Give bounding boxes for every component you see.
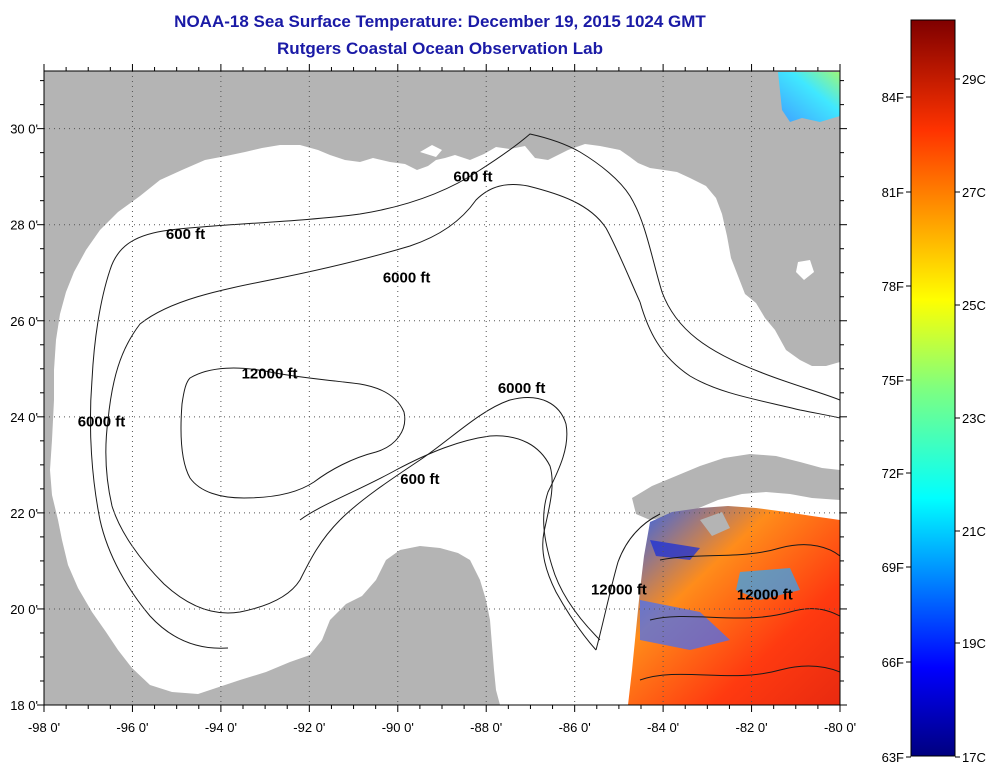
- sst-cool-streak: [650, 540, 700, 560]
- contour-label: 12000 ft: [242, 365, 298, 382]
- lon-tick-label: -94 0': [205, 720, 237, 735]
- contour-label: 12000 ft: [737, 586, 793, 603]
- colorbar-label-c: 25C: [962, 298, 986, 313]
- contour-label: 6000 ft: [498, 380, 546, 397]
- lat-tick-label: 24 0': [10, 410, 38, 425]
- colorbar-label-c: 21C: [962, 524, 986, 539]
- contour-12000ft-channel: [595, 513, 661, 651]
- lon-tick-label: -84 0': [647, 720, 679, 735]
- colorbar-celsius-labels: 17C 19C 21C 23C 25C 27C 29C: [955, 72, 986, 765]
- lat-tick-label: 22 0': [10, 506, 38, 521]
- lon-tick-label: -80 0': [824, 720, 856, 735]
- contour-600ft: [109, 133, 840, 401]
- contour-label: 6000 ft: [383, 269, 431, 286]
- colorbar-label-c: 19C: [962, 636, 986, 651]
- colorbar-label-f: 66F: [882, 655, 904, 670]
- colorbar-label-c: 17C: [962, 750, 986, 765]
- contour-600ft-west: [89, 269, 229, 649]
- contour-labels: 600 ft 600 ft 6000 ft 12000 ft 6000 ft 6000 f…: [78, 168, 793, 603]
- lon-tick-label: -82 0': [735, 720, 767, 735]
- contour-label: 600 ft: [400, 471, 439, 488]
- colorbar-label-c: 29C: [962, 72, 986, 87]
- colorbar-label-f: 75F: [882, 373, 904, 388]
- contour-caribbean-b: [649, 608, 840, 621]
- colorbar-label-f: 84F: [882, 90, 904, 105]
- colorbar-fahrenheit-labels: 63F 66F 69F 72F 75F 78F 81F 84F: [882, 90, 911, 765]
- lat-tick-label: 20 0': [10, 602, 38, 617]
- bayou-water: [420, 145, 442, 157]
- map-subtitle: Rutgers Coastal Ocean Observation Lab: [277, 39, 603, 58]
- colorbar: [910, 19, 956, 757]
- sst-patch-northeast: [778, 72, 840, 122]
- colorbar-label-c: 27C: [962, 185, 986, 200]
- contour-caribbean-c: [639, 665, 840, 681]
- bathymetry-contours: [89, 133, 840, 681]
- contour-6000ft-west: [105, 419, 341, 614]
- contour-12000ft: [180, 367, 406, 499]
- land-mexico: [44, 540, 500, 705]
- contour-label: 12000 ft: [591, 582, 647, 599]
- contour-6000ft: [107, 184, 641, 421]
- lat-tick-label: 26 0': [10, 314, 38, 329]
- colorbar-label-f: 63F: [882, 750, 904, 765]
- colorbar-label-c: 23C: [962, 411, 986, 426]
- map-title: NOAA-18 Sea Surface Temperature: Decembe…: [174, 12, 706, 31]
- lon-tick-label: -96 0': [116, 720, 148, 735]
- land-north-america: [44, 71, 840, 540]
- contour-600ft-yucatan: [299, 435, 597, 651]
- axis-ticks: [37, 64, 847, 712]
- contour-label: 600 ft: [166, 226, 205, 243]
- lat-tick-label: 18 0': [10, 698, 38, 713]
- lon-tick-label: -90 0': [382, 720, 414, 735]
- colorbar-label-f: 81F: [882, 185, 904, 200]
- lon-tick-label: -98 0': [28, 720, 60, 735]
- lat-tick-label: 28 0': [10, 218, 38, 233]
- lon-tick-label: -88 0': [470, 720, 502, 735]
- lat-tick-label: 30 0': [10, 122, 38, 137]
- contour-label: 6000 ft: [78, 413, 126, 430]
- contour-600ft-florida: [639, 301, 840, 419]
- colorbar-label-f: 69F: [882, 560, 904, 575]
- contour-caribbean-a: [659, 544, 840, 561]
- map-grid: [44, 71, 840, 705]
- colorbar-label-f: 72F: [882, 466, 904, 481]
- colorbar-label-f: 78F: [882, 279, 904, 294]
- contour-label: 600 ft: [453, 168, 492, 185]
- latitude-labels: 18 0' 20 0' 22 0' 24 0' 26 0' 28 0' 30 0': [10, 122, 38, 713]
- sst-cool-band: [640, 600, 730, 650]
- contour-6000ft-east: [339, 396, 601, 641]
- longitude-labels: -98 0' -96 0' -94 0' -92 0' -90 0' -88 0' -86 …: [28, 720, 856, 735]
- land-cuba: [632, 454, 840, 520]
- lon-tick-label: -92 0': [293, 720, 325, 735]
- lake-okeechobee: [796, 260, 814, 280]
- cuba-west-tip: [700, 512, 730, 536]
- lon-tick-label: -86 0': [559, 720, 591, 735]
